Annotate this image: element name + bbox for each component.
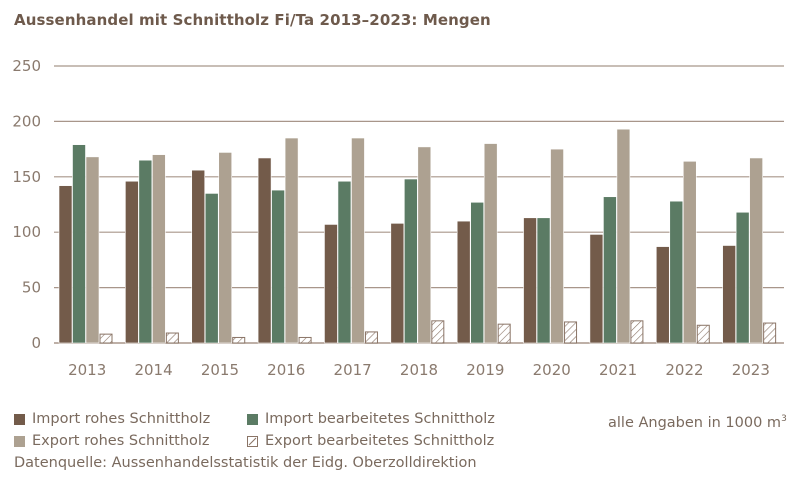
bar-import-processed bbox=[271, 189, 285, 344]
y-axis-ticks: 0 50 100 150 200 250 bbox=[12, 57, 41, 352]
legend-swatch-import-processed bbox=[247, 413, 258, 425]
legend-label: Import bearbeitetes Schnittholz bbox=[265, 411, 495, 427]
bar-export-processed bbox=[232, 336, 246, 344]
bar-import-processed bbox=[536, 217, 551, 344]
bar-import-processed bbox=[72, 144, 86, 344]
bar-export-raw bbox=[152, 154, 166, 344]
units-note: alle Angaben in 1000 m3 bbox=[608, 408, 787, 434]
x-tick-label: 2014 bbox=[134, 361, 172, 379]
legend-item-import-processed: Import bearbeitetes Schnittholz bbox=[247, 408, 495, 430]
bar-import-raw bbox=[58, 185, 73, 344]
bars bbox=[58, 128, 777, 344]
bar-export-raw bbox=[616, 128, 631, 344]
bar-import-raw bbox=[722, 245, 736, 344]
legend-item-export-processed: Export bearbeitetes Schnittholz bbox=[247, 430, 494, 452]
units-text: alle Angaben in 1000 m bbox=[608, 415, 782, 431]
bar-export-raw bbox=[749, 157, 763, 344]
x-tick-label: 2020 bbox=[533, 361, 571, 379]
x-tick-label: 2021 bbox=[599, 361, 637, 379]
legend-swatch-export-raw bbox=[14, 435, 25, 447]
bar-export-processed bbox=[431, 320, 445, 344]
legend-swatch-import-raw bbox=[14, 413, 25, 425]
x-tick-label: 2018 bbox=[400, 361, 438, 379]
legend-swatch-export-processed bbox=[247, 435, 258, 447]
y-tick-label: 150 bbox=[12, 168, 41, 186]
bar-import-processed bbox=[138, 159, 153, 344]
bar-export-raw bbox=[218, 152, 233, 344]
bar-import-raw bbox=[390, 223, 405, 344]
legend-item-export-raw: Export rohes Schnittholz bbox=[14, 430, 210, 452]
bar-export-raw bbox=[417, 146, 432, 344]
bar-export-raw bbox=[682, 160, 697, 344]
x-axis-ticks: 2013 2014 2015 2016 2017 2018 2019 2020 2021 2022… bbox=[68, 361, 770, 379]
bar-import-processed bbox=[669, 200, 684, 344]
bar-export-processed bbox=[364, 331, 378, 344]
bar-export-processed bbox=[298, 336, 312, 344]
bar-import-processed bbox=[735, 211, 750, 344]
bar-import-raw bbox=[191, 169, 206, 344]
bar-import-processed bbox=[337, 180, 352, 344]
bar-export-raw bbox=[85, 156, 100, 344]
bar-export-raw bbox=[351, 137, 365, 344]
x-tick-label: 2013 bbox=[68, 361, 106, 379]
chart-title: Aussenhandel mit Schnittholz Fi/Ta 2013–… bbox=[14, 11, 491, 29]
bar-import-processed bbox=[204, 193, 219, 344]
bar-import-processed bbox=[404, 178, 418, 344]
legend-item-import-raw: Import rohes Schnittholz bbox=[14, 408, 210, 430]
y-tick-label: 50 bbox=[22, 279, 41, 297]
bar-export-processed bbox=[763, 322, 777, 344]
bar-import-processed bbox=[603, 196, 617, 344]
bar-import-raw bbox=[125, 180, 139, 344]
x-tick-label: 2023 bbox=[732, 361, 770, 379]
x-tick-label: 2015 bbox=[201, 361, 239, 379]
bar-export-processed bbox=[696, 324, 710, 344]
y-tick-label: 250 bbox=[12, 57, 41, 75]
bar-import-raw bbox=[589, 234, 604, 344]
y-tick-label: 100 bbox=[12, 223, 41, 241]
bar-export-raw bbox=[483, 143, 498, 344]
x-tick-label: 2022 bbox=[665, 361, 703, 379]
x-tick-label: 2017 bbox=[334, 361, 372, 379]
bar-import-raw bbox=[324, 224, 338, 344]
bar-export-raw bbox=[550, 148, 564, 344]
legend-label: Import rohes Schnittholz bbox=[32, 411, 211, 427]
data-source: Datenquelle: Aussenhandelsstatistik der … bbox=[14, 455, 477, 471]
bar-export-processed bbox=[165, 332, 179, 344]
bar-import-raw bbox=[655, 246, 670, 344]
y-tick-label: 200 bbox=[12, 112, 41, 130]
y-tick-label: 0 bbox=[31, 334, 41, 352]
bar-chart: 0 50 100 150 200 250 2013 2014 2015 2016 2017 2018… bbox=[12, 57, 784, 379]
bar-import-raw bbox=[523, 217, 537, 344]
bar-import-raw bbox=[257, 157, 272, 344]
x-tick-label: 2019 bbox=[466, 361, 504, 379]
bar-import-processed bbox=[470, 201, 484, 344]
legend-label: Export bearbeitetes Schnittholz bbox=[265, 433, 495, 449]
legend-label: Export rohes Schnittholz bbox=[32, 433, 210, 449]
bar-export-processed bbox=[497, 323, 511, 344]
x-tick-label: 2016 bbox=[267, 361, 305, 379]
bar-export-processed bbox=[99, 333, 113, 344]
units-superscript: 3 bbox=[781, 414, 787, 424]
bar-export-raw bbox=[284, 137, 299, 344]
bar-export-processed bbox=[564, 321, 578, 344]
bar-export-processed bbox=[630, 320, 644, 344]
bar-import-raw bbox=[456, 220, 471, 344]
